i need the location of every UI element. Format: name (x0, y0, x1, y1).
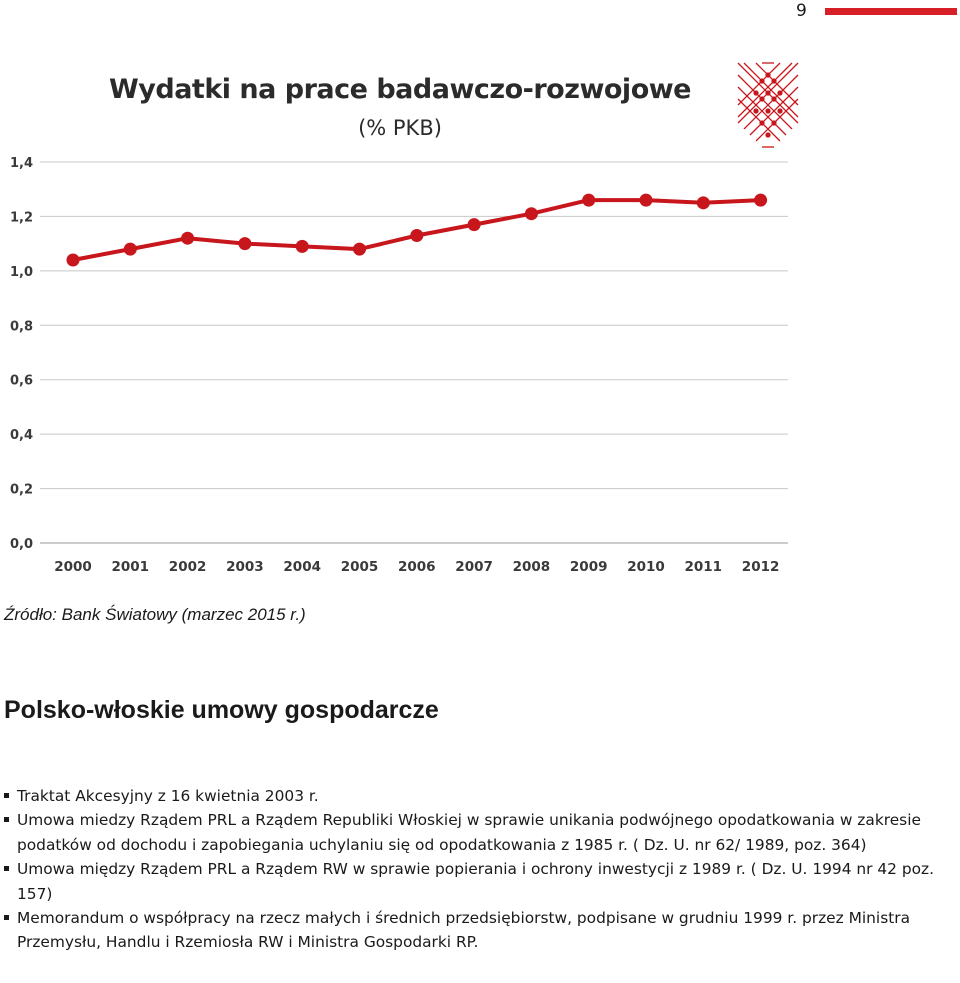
chart-grid (40, 161, 788, 544)
logo-dot (759, 78, 765, 84)
data-point (238, 237, 252, 251)
data-point (696, 196, 710, 210)
list-item: Traktat Akcesyjny z 16 kwietnia 2003 r. (4, 784, 954, 808)
list-item: Umowa między Rządem PRL a Rządem RW w sp… (4, 857, 954, 906)
y-tick-label: 1,0 (10, 265, 33, 280)
logo-dot (771, 96, 777, 102)
data-point (181, 231, 195, 245)
y-axis-ticks: 0,0 0,2 0,4 0,6 0,8 1,0 1,2 1,4 (10, 156, 33, 552)
x-tick-label: 2003 (226, 559, 264, 575)
logo-dot (777, 108, 783, 114)
y-tick-label: 1,2 (10, 210, 33, 225)
x-tick-label: 2008 (513, 559, 551, 575)
y-tick-label: 0,4 (10, 428, 33, 443)
data-point (353, 242, 366, 256)
x-tick-label: 2007 (455, 559, 493, 575)
list-item: Memorandum o współpracy na rzecz małych … (4, 906, 954, 955)
x-tick-label: 2001 (112, 559, 150, 575)
y-tick-label: 0,6 (10, 374, 33, 389)
agreements-list: Traktat Akcesyjny z 16 kwietnia 2003 r. … (4, 784, 954, 955)
data-point (639, 193, 653, 207)
logo-dot (759, 96, 765, 102)
list-item: Umowa miedzy Rządem PRL a Rządem Republi… (4, 808, 954, 857)
y-tick-label: 1,4 (10, 156, 33, 171)
x-axis-ticks: 2000 2001 2002 2003 2004 2005 2006 2007 2008 2009… (54, 559, 779, 575)
series-points (66, 193, 768, 267)
y-tick-label: 0,8 (10, 319, 33, 334)
x-tick-label: 2010 (627, 559, 665, 575)
data-point (66, 253, 80, 267)
logo-dot (753, 90, 759, 96)
logo-dot (765, 90, 771, 96)
chart-subtitle: (% PKB) (358, 116, 442, 140)
x-tick-label: 2002 (169, 559, 207, 575)
logo-dot (765, 72, 771, 78)
data-point (467, 218, 481, 232)
logo-dot (753, 108, 759, 114)
x-tick-label: 2000 (54, 559, 92, 575)
section-heading: Polsko-włoskie umowy gospodarcze (4, 696, 439, 724)
data-point (754, 193, 768, 207)
logo-dot (777, 90, 783, 96)
logo-dot (759, 120, 765, 126)
logo-dot (771, 120, 777, 126)
x-tick-label: 2011 (685, 559, 723, 575)
source-note: Źródło: Bank Światowy (marzec 2015 r.) (4, 605, 306, 624)
data-point (582, 193, 596, 207)
x-tick-label: 2004 (283, 559, 321, 575)
data-point (524, 207, 538, 221)
rd-expenditure-chart: 0,00,20,40,60,81,01,21,4 2000 2001 2002 200… (10, 62, 799, 575)
y-tick-label: 0,2 (10, 483, 33, 498)
logo-dot (771, 78, 777, 84)
y-tick-label: 0,0 (10, 537, 33, 552)
lattice-logo-icon (737, 62, 799, 148)
x-tick-label: 2006 (398, 559, 436, 575)
logo-dot (765, 108, 771, 114)
logo-dot (765, 132, 771, 138)
data-point (410, 228, 424, 242)
data-point (123, 242, 137, 256)
data-point (295, 239, 309, 253)
page-number: 9 (796, 1, 807, 21)
x-tick-label: 2005 (341, 559, 379, 575)
x-tick-label: 2009 (570, 559, 608, 575)
header-accent-bar (825, 8, 957, 15)
chart-title: Wydatki na prace badawczo-rozwojowe (108, 74, 692, 105)
x-tick-label: 2012 (742, 559, 780, 575)
